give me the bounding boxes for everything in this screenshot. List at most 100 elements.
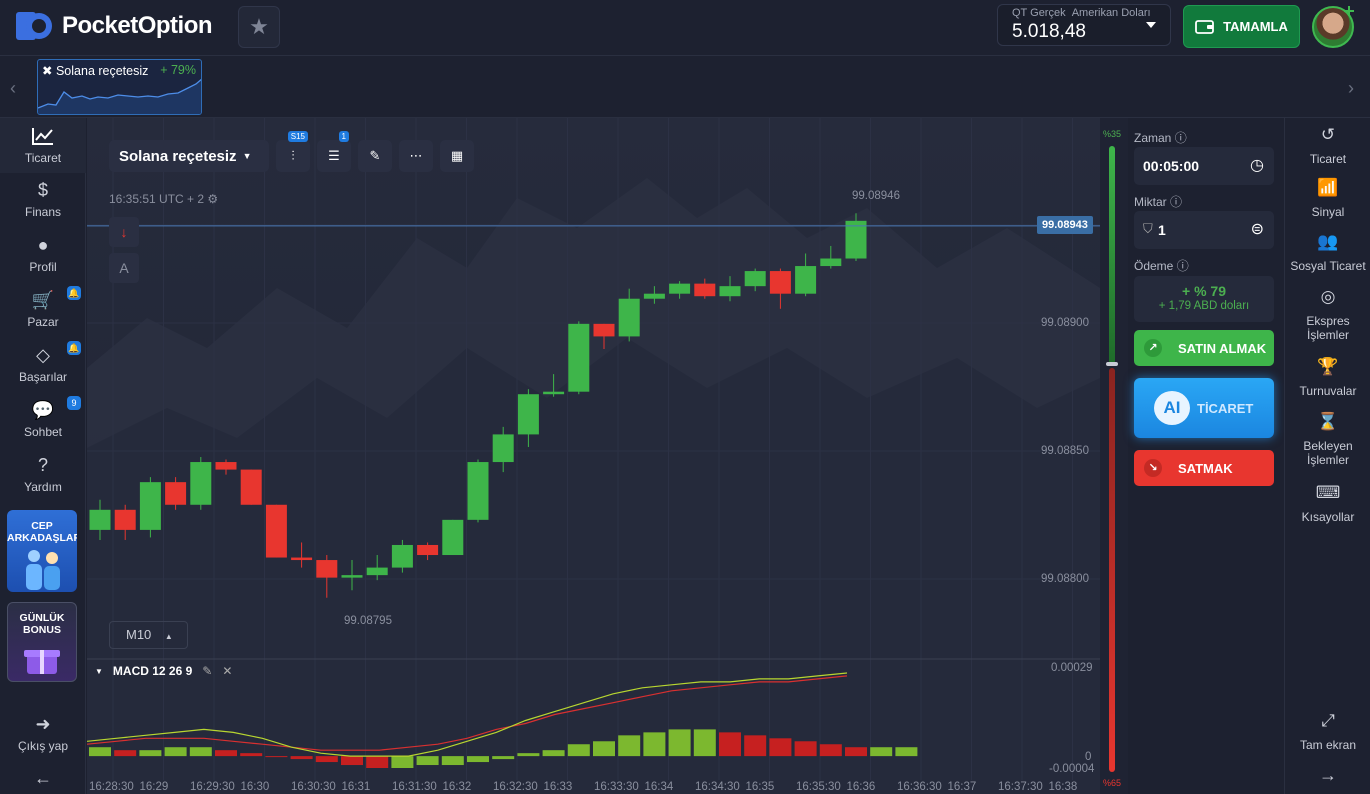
asset-selector[interactable]: Solana reçetesiz ▼ [109,140,269,172]
rightnav-item-shortcuts[interactable]: ⌨ Kısayollar [1285,483,1370,524]
rightnav-item-express[interactable]: ◎ Ekspres İşlemler [1285,287,1370,342]
hourglass-icon: ⌛ [1317,412,1339,431]
candle [618,298,640,337]
balance-selector[interactable]: QT Gerçek Amerikan Doları 5.018,48 [997,4,1171,46]
macd-histogram-bar [744,735,767,757]
asset-tab[interactable]: ✖ Solana reçetesiz + 79% [37,59,202,115]
indicators-button[interactable]: ☰ 1 [317,131,351,172]
sidebar-item-market[interactable]: 🛒 Pazar 🔔 [0,286,86,329]
sell-button[interactable]: ↘ SATMAK [1134,450,1274,486]
macd-line [87,672,848,757]
candle [139,482,161,530]
promo-pocket-friends[interactable]: CEP ARKADAŞLARI [7,510,77,592]
candle [291,557,313,561]
amount-input[interactable]: ⛉ 1 ⊜ [1134,211,1274,249]
rightnav-item-signals[interactable]: 📶 Sinyal [1285,179,1370,219]
target-icon: ◎ [1320,287,1336,306]
drawing-tools-button[interactable]: ✎ [358,140,392,172]
info-icon[interactable]: ⓘ [1170,195,1183,209]
chart-area[interactable]: Solana reçetesiz ▼ ⫶ S15 ☰ 1 ✎ ⋯ ▦ 16:35… [87,118,1100,794]
time-label: 16:28:30 [89,781,134,793]
alert-arrow-button[interactable]: ↓ [109,217,139,247]
collapse-right-sidebar-button[interactable]: → [1285,766,1370,784]
candle [669,283,691,294]
chart-type-button[interactable]: ⫶ S15 [276,131,310,172]
shield-icon: ⛉ [1143,221,1153,236]
candle [341,575,363,578]
price-level: 99.08900 [1041,317,1089,329]
chat-icon: 💬 [31,400,55,420]
avatar[interactable] [1312,6,1354,48]
promo-daily-bonus[interactable]: GÜNLÜK BONUS [7,602,77,682]
collapse-sidebar-button[interactable]: ← [0,768,86,789]
candle [820,258,842,267]
sentiment-down: %65 [1103,778,1122,788]
users-icon: 👥 [1317,232,1339,251]
dollar-circle-icon[interactable]: ⊜ [1250,221,1264,238]
time-label: 16:35:30 [796,781,841,793]
rightnav-item-pending[interactable]: ⌛ Bekleyen İşlemler [1285,412,1370,467]
logout-button[interactable]: ➜ Çıkış yap [0,714,86,753]
sidebar-item-profile[interactable]: ● Profil [0,235,86,274]
pencil-icon[interactable]: ✎ [202,664,213,678]
macd-histogram-bar [189,747,212,757]
candle [215,462,237,470]
asset-tab-payout: + 79% [160,63,196,77]
collapse-icon[interactable]: ▼ [95,666,103,676]
amount-label: Miktar [1134,195,1167,209]
rightnav-item-tournaments[interactable]: 🏆 Turnuvalar [1285,358,1370,398]
keyboard-icon: ⌨ [1315,483,1341,502]
sidebar-item-label: Pazar [27,315,59,329]
timeframe-selector[interactable]: M10 ▲ [109,621,188,649]
macd-histogram-bar [794,741,817,757]
deposit-button[interactable]: TAMAMLA [1183,5,1300,48]
macd-level: 0.00029 [1051,662,1093,674]
chevron-up-icon: ▲ [164,632,173,641]
chevron-left-icon[interactable]: ‹ [10,78,16,98]
candles-icon: ⫶ [291,148,295,163]
sentiment-bar: %35 %65 [1100,118,1128,794]
rightnav-label: Kısayollar [1301,510,1355,524]
macd-histogram-bar [341,756,363,766]
macd-label: MACD 12 26 9 [112,664,193,678]
promo-title: CEP ARKADAŞLARI [7,520,77,544]
macd-histogram-bar [114,750,137,757]
favorite-star-button[interactable]: ★ [238,6,280,48]
rightnav-item-trades[interactable]: ↺ Ticaret [1285,126,1370,166]
rightnav-label: Turnuvalar [1299,384,1357,398]
time-label: 16:34 [644,781,674,793]
more-button[interactable]: ⋯ [399,140,433,172]
chevron-right-icon[interactable]: › [1348,78,1354,98]
sidebar-item-achievements[interactable]: ◇ Başarılar 🔔 [0,341,86,384]
time-label: 16:34:30 [695,781,740,793]
ai-trade-button[interactable]: AI TİCARET [1134,378,1274,438]
time-input[interactable]: 00:05:00 ◷ [1134,147,1274,185]
candle [366,567,388,576]
promo-title: GÜNLÜK BONUS [19,612,65,636]
macd-histogram-bar [542,750,565,757]
close-icon[interactable]: ✖ [42,64,53,78]
time-label: 16:30 [240,781,270,793]
user-icon: ● [37,235,49,255]
sidebar-item-help[interactable]: ? Yardım [0,455,86,494]
auto-scale-button[interactable]: A [109,253,139,283]
sidebar-item-trade[interactable]: Ticaret [0,118,86,173]
fullscreen-button[interactable]: ⤢ Tam ekran [1285,712,1370,752]
gear-icon[interactable]: ⚙ [207,192,219,206]
info-icon[interactable]: ⓘ [1174,131,1187,145]
macd-histogram-bar [870,747,893,757]
layout-button[interactable]: ▦ [440,140,474,172]
logo[interactable]: PocketOption [16,10,213,42]
help-icon: ? [37,455,48,475]
candle [467,462,489,520]
sidebar-item-finance[interactable]: $ Finans [0,180,86,219]
payout-box: + % 79 + 1,79 ABD doları [1134,276,1274,322]
current-price-tag: 99.08943 [1037,216,1093,234]
rightnav-item-social[interactable]: 👥 Sosyal Ticaret [1285,232,1370,273]
close-icon[interactable]: ✕ [222,664,233,678]
info-icon[interactable]: ⓘ [1176,259,1189,273]
gift-icon [24,650,60,674]
sidebar-item-chat[interactable]: 💬 Sohbet 9 [0,396,86,439]
arrow-left-icon: ← [34,768,52,788]
buy-button[interactable]: ↗ SATIN ALMAK [1134,330,1274,366]
